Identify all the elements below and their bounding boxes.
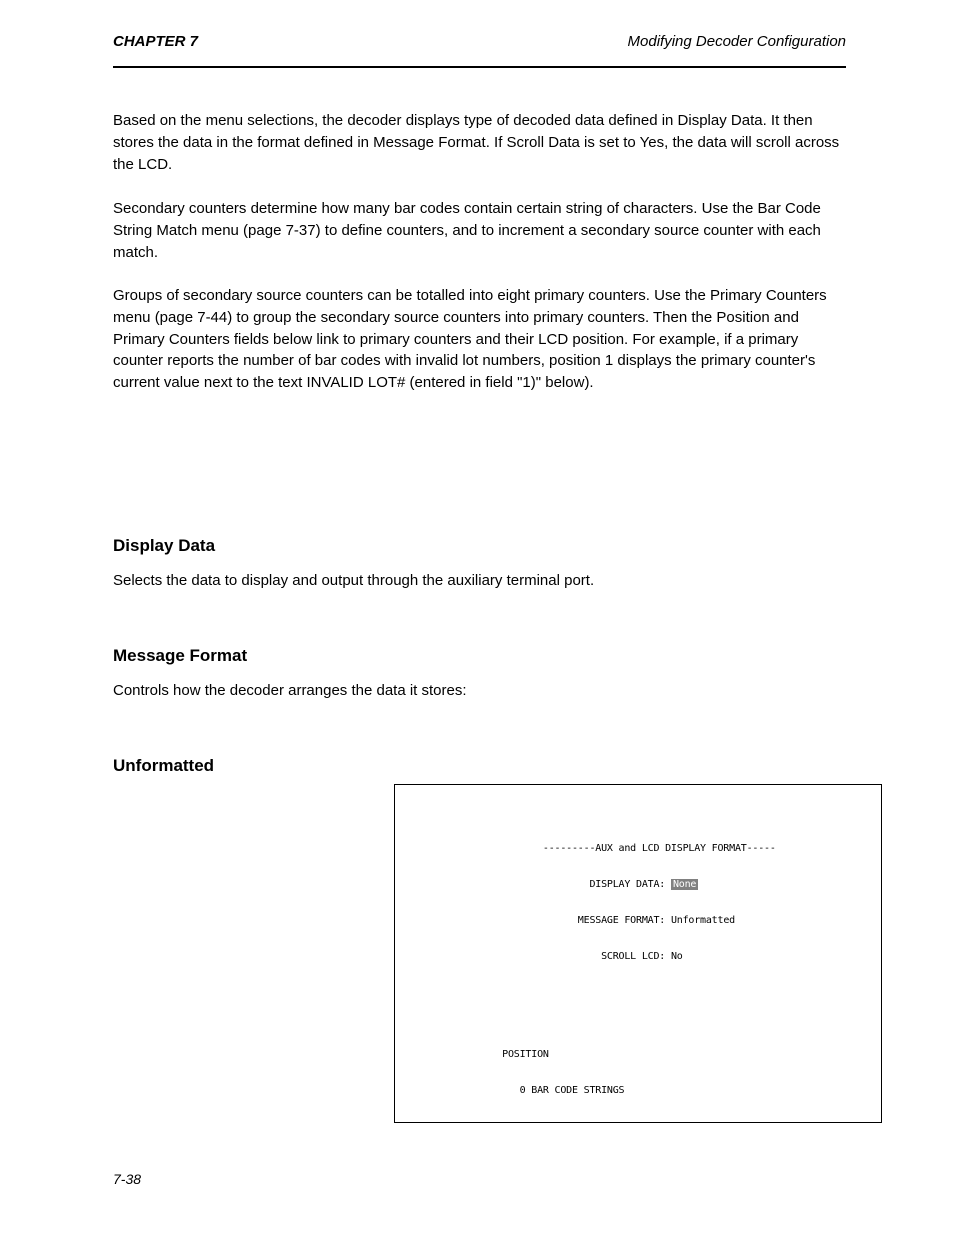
terminal-field-scroll-lcd[interactable]: SCROLL LCD: No <box>409 951 873 963</box>
terminal-screen: ---------AUX and LCD DISPLAY FORMAT-----… <box>394 784 882 1123</box>
paragraph-3: Groups of secondary source counters can … <box>113 285 846 394</box>
terminal-position-header: POSITION <box>409 1049 873 1061</box>
header-chapter: CHAPTER 7 <box>113 33 198 50</box>
paragraph-4: Selects the data to display and output t… <box>113 570 846 592</box>
page-header: CHAPTER 7 Modifying Decoder Configuratio… <box>113 33 846 50</box>
terminal-title: ---------AUX and LCD DISPLAY FORMAT----- <box>409 843 873 855</box>
terminal-field-display-data[interactable]: DISPLAY DATA: None <box>409 879 873 891</box>
terminal-field-message-format[interactable]: MESSAGE FORMAT: Unformatted <box>409 915 873 927</box>
heading-display-data: Display Data <box>113 536 846 556</box>
terminal-pos-item[interactable]: 0 DECODER PERFORMANCE <box>409 1121 873 1123</box>
page-number: 7-38 <box>113 1171 141 1187</box>
paragraph-2: Secondary counters determine how many ba… <box>113 198 846 263</box>
heading-unformatted: Unformatted <box>113 756 846 776</box>
terminal-pos-item[interactable]: 0 BAR CODE STRINGS <box>409 1085 873 1097</box>
header-section: Modifying Decoder Configuration <box>628 33 846 50</box>
header-rule <box>113 66 846 68</box>
paragraph-1: Based on the menu selections, the decode… <box>113 110 846 175</box>
paragraph-5: Controls how the decoder arranges the da… <box>113 680 846 702</box>
heading-message-format: Message Format <box>113 646 846 666</box>
